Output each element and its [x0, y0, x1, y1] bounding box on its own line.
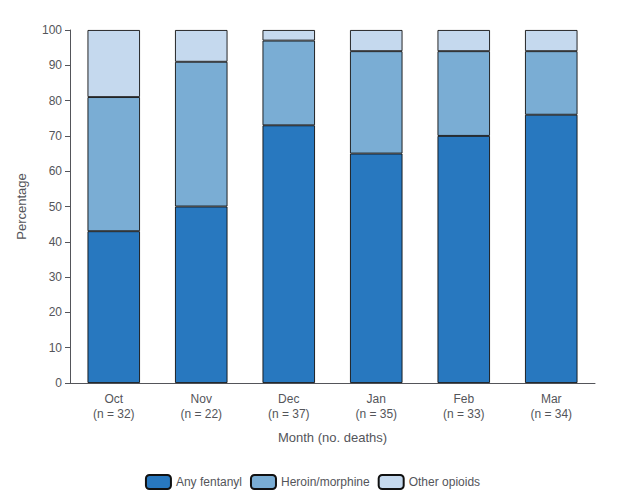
- svg-text:(n = 34): (n = 34): [530, 407, 572, 421]
- svg-text:Feb: Feb: [453, 392, 474, 406]
- svg-text:10: 10: [49, 341, 63, 355]
- svg-text:(n = 22): (n = 22): [180, 407, 222, 421]
- svg-text:Month (no. deaths): Month (no. deaths): [278, 430, 387, 445]
- svg-text:30: 30: [49, 270, 63, 284]
- svg-text:50: 50: [49, 200, 63, 214]
- svg-text:90: 90: [49, 58, 63, 72]
- svg-text:Heroin/morphine: Heroin/morphine: [281, 475, 370, 489]
- svg-text:(n = 33): (n = 33): [443, 407, 485, 421]
- svg-text:Any fentanyl: Any fentanyl: [176, 475, 242, 489]
- svg-text:Dec: Dec: [278, 392, 299, 406]
- svg-text:(n = 35): (n = 35): [355, 407, 397, 421]
- svg-text:Nov: Nov: [191, 392, 212, 406]
- svg-text:100: 100: [42, 23, 62, 37]
- svg-text:40: 40: [49, 235, 63, 249]
- svg-text:80: 80: [49, 94, 63, 108]
- svg-text:60: 60: [49, 164, 63, 178]
- svg-text:Jan: Jan: [367, 392, 386, 406]
- svg-text:(n = 32): (n = 32): [93, 407, 135, 421]
- svg-text:Oct: Oct: [104, 392, 123, 406]
- svg-text:Mar: Mar: [541, 392, 562, 406]
- svg-text:0: 0: [55, 376, 62, 390]
- svg-text:(n = 37): (n = 37): [268, 407, 310, 421]
- svg-text:20: 20: [49, 305, 63, 319]
- svg-text:Other opioids: Other opioids: [409, 475, 480, 489]
- svg-text:Percentage: Percentage: [14, 173, 29, 240]
- svg-text:70: 70: [49, 129, 63, 143]
